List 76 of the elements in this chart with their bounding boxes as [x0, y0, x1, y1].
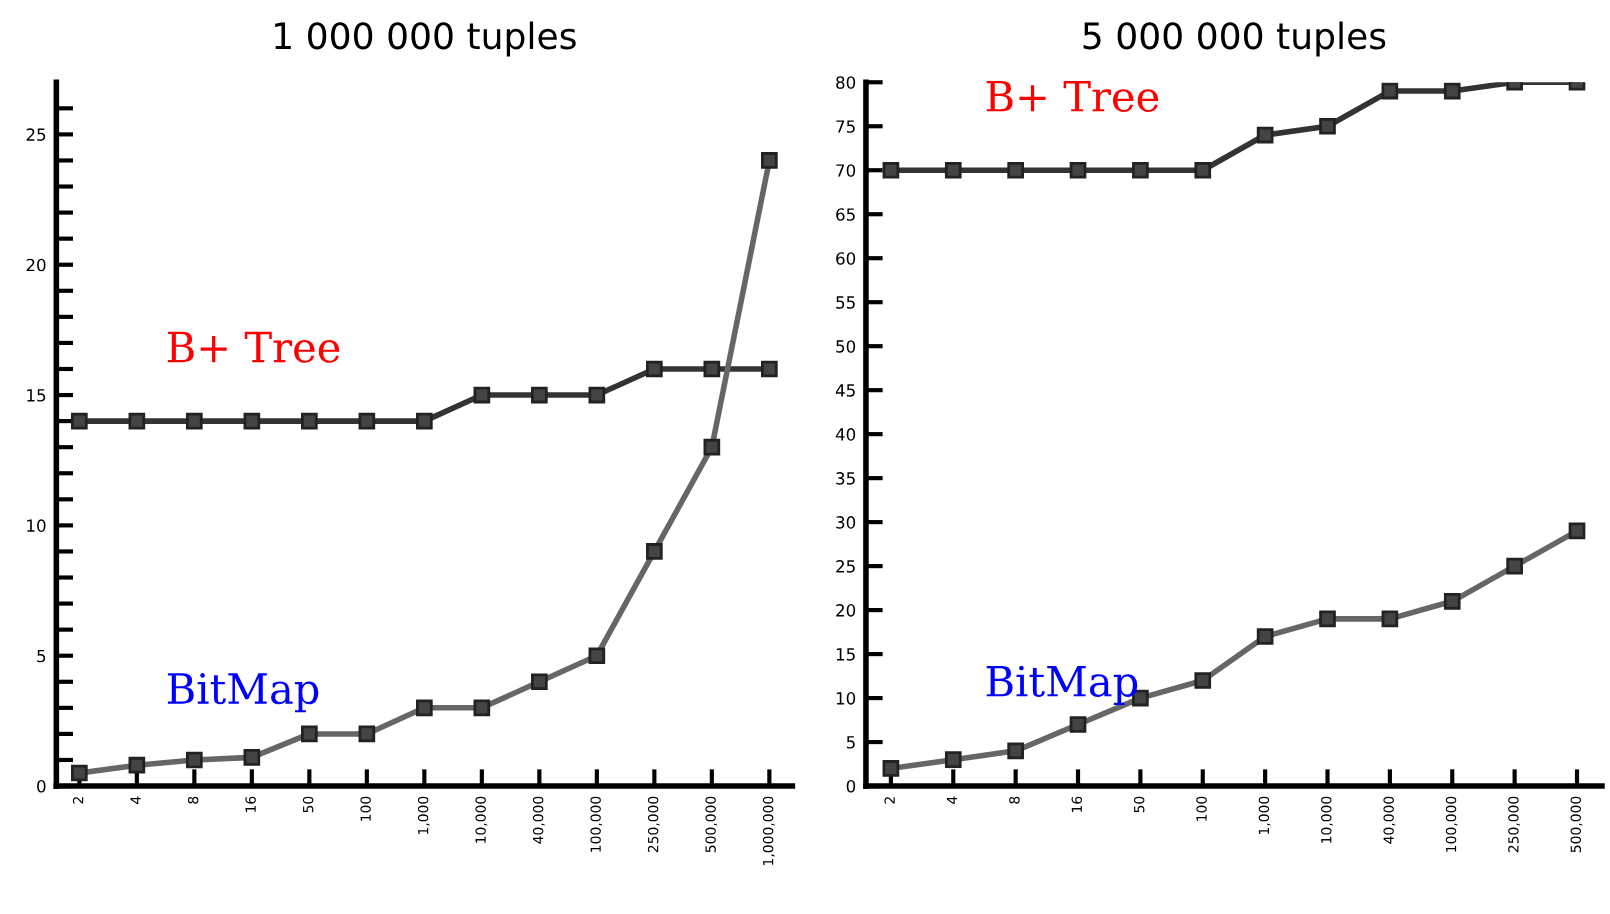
point	[882, 760, 900, 777]
point	[473, 386, 491, 404]
point	[944, 161, 962, 179]
point	[1132, 161, 1149, 179]
point	[1069, 161, 1087, 179]
series-label: B+ Tree	[986, 80, 1159, 112]
point	[761, 360, 778, 378]
point	[882, 161, 900, 179]
point	[358, 412, 376, 430]
y-tick-label: 15	[27, 389, 46, 402]
series-label: BitMap	[167, 673, 319, 713]
y-tick-label: 15	[836, 648, 855, 661]
point	[1319, 117, 1336, 135]
point	[1319, 610, 1336, 628]
point	[1007, 742, 1024, 760]
y-tick-label: 10	[836, 692, 856, 705]
y-tick-label: 20	[26, 258, 46, 272]
y-tick-label: 65	[836, 208, 855, 221]
point	[944, 751, 962, 768]
y-tick-label: 30	[836, 516, 856, 529]
y-tick-label: 35	[836, 472, 855, 485]
y-tick-label: 50	[836, 340, 856, 353]
y-tick-label: 70	[836, 164, 856, 177]
point	[1568, 522, 1586, 540]
y-tick-label: 40	[835, 428, 856, 441]
point	[243, 749, 261, 766]
point	[416, 699, 433, 717]
point	[71, 412, 88, 430]
y-tick-label: 25	[836, 560, 855, 573]
point	[416, 412, 433, 430]
point	[128, 412, 146, 430]
y-tick-label: 60	[836, 252, 856, 265]
y-tick-label: 10	[27, 519, 46, 532]
point	[1381, 82, 1399, 100]
point	[1194, 161, 1212, 179]
point	[1069, 716, 1087, 733]
point	[1194, 672, 1212, 689]
point	[243, 412, 261, 430]
point	[358, 725, 376, 743]
point	[588, 386, 606, 404]
point	[186, 751, 203, 769]
y-tick-label: 0	[846, 780, 856, 793]
point	[531, 673, 548, 691]
point	[301, 412, 318, 430]
point	[128, 756, 146, 774]
point	[1381, 610, 1399, 628]
point	[646, 543, 663, 560]
series-label: B+ Tree	[167, 331, 340, 363]
point	[301, 725, 318, 743]
y-tick-label: 20	[836, 604, 856, 617]
y-tick-label: 75	[836, 120, 855, 133]
point	[761, 152, 778, 169]
point	[531, 386, 548, 404]
series-label: BitMap	[986, 665, 1138, 706]
y-tick-label: 80	[836, 76, 856, 89]
y-tick-label: 45	[835, 384, 855, 397]
point	[1506, 557, 1523, 575]
point	[186, 412, 203, 430]
point	[588, 647, 606, 665]
point	[473, 699, 491, 717]
y-tick-label: 25	[26, 128, 46, 141]
point	[71, 764, 88, 782]
chart-title: 1 000 000 tuples	[275, 21, 576, 57]
y-tick-label: 0	[37, 780, 46, 793]
point	[1443, 82, 1461, 100]
point	[703, 360, 721, 378]
y-tick-label: 55	[836, 296, 855, 309]
chart-title: 5 000 000 tuples	[1083, 21, 1386, 57]
y-tick-label: 5	[37, 649, 46, 663]
point	[703, 438, 721, 456]
point	[1256, 628, 1274, 645]
point	[1256, 126, 1274, 144]
point	[1007, 161, 1024, 179]
point	[1443, 592, 1461, 610]
y-tick-label: 5	[846, 736, 855, 749]
point	[646, 360, 663, 378]
